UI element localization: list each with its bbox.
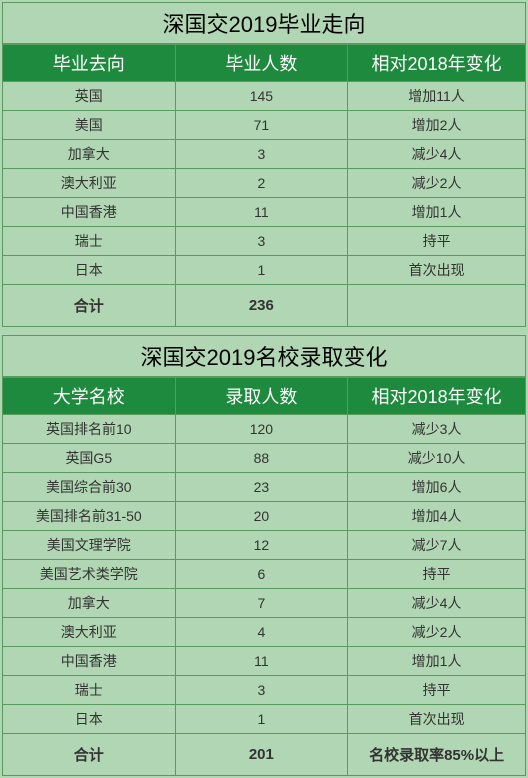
- table1-cell: 美国: [3, 111, 176, 140]
- table2-cell: 持平: [348, 676, 526, 705]
- table2-cell: 减少4人: [348, 589, 526, 618]
- table2-cell: 88: [175, 444, 348, 473]
- table2-cell: 3: [175, 676, 348, 705]
- table2-row: 美国排名前31-5020增加4人: [3, 502, 526, 531]
- table2-cell: 减少2人: [348, 618, 526, 647]
- table2-body: 英国排名前10120减少3人英国G588减少10人美国综合前3023增加6人美国…: [3, 415, 526, 734]
- table1-row: 澳大利亚2减少2人: [3, 169, 526, 198]
- table1-cell: 3: [175, 140, 348, 169]
- table2-cell: 首次出现: [348, 705, 526, 734]
- table2: 大学名校 录取人数 相对2018年变化 英国排名前10120减少3人英国G588…: [2, 377, 526, 776]
- table1-total-2: [348, 285, 526, 327]
- table1-row: 瑞士3持平: [3, 227, 526, 256]
- table2-cell: 减少7人: [348, 531, 526, 560]
- table2-cell: 减少3人: [348, 415, 526, 444]
- table1-cell: 中国香港: [3, 198, 176, 227]
- table2-header-0: 大学名校: [3, 378, 176, 415]
- table1-body: 英国145增加11人美国71增加2人加拿大3减少4人澳大利亚2减少2人中国香港1…: [3, 82, 526, 285]
- table1-block: 深国交2019毕业走向 毕业去向 毕业人数 相对2018年变化 英国145增加1…: [2, 2, 526, 327]
- table1-row: 日本1首次出现: [3, 256, 526, 285]
- table2-block: 深国交2019名校录取变化 大学名校 录取人数 相对2018年变化 英国排名前1…: [2, 335, 526, 776]
- table1: 毕业去向 毕业人数 相对2018年变化 英国145增加11人美国71增加2人加拿…: [2, 44, 526, 327]
- table2-row: 英国排名前10120减少3人: [3, 415, 526, 444]
- table2-row: 英国G588减少10人: [3, 444, 526, 473]
- table2-cell: 美国排名前31-50: [3, 502, 176, 531]
- table1-cell: 减少2人: [348, 169, 526, 198]
- table1-cell: 增加11人: [348, 82, 526, 111]
- table1-cell: 澳大利亚: [3, 169, 176, 198]
- table2-total-2: 名校录取率85%以上: [348, 734, 526, 776]
- table1-title: 深国交2019毕业走向: [2, 2, 526, 44]
- table2-cell: 12: [175, 531, 348, 560]
- table2-cell: 1: [175, 705, 348, 734]
- table2-row: 日本1首次出现: [3, 705, 526, 734]
- table2-title: 深国交2019名校录取变化: [2, 335, 526, 377]
- table2-cell: 瑞士: [3, 676, 176, 705]
- table1-header-1: 毕业人数: [175, 45, 348, 82]
- table1-total-0: 合计: [3, 285, 176, 327]
- table2-cell: 增加4人: [348, 502, 526, 531]
- table1-header-row: 毕业去向 毕业人数 相对2018年变化: [3, 45, 526, 82]
- table1-cell: 增加1人: [348, 198, 526, 227]
- table1-row: 加拿大3减少4人: [3, 140, 526, 169]
- table1-cell: 首次出现: [348, 256, 526, 285]
- table2-cell: 增加1人: [348, 647, 526, 676]
- table2-cell: 120: [175, 415, 348, 444]
- table1-header-0: 毕业去向: [3, 45, 176, 82]
- table1-cell: 2: [175, 169, 348, 198]
- table2-header-row: 大学名校 录取人数 相对2018年变化: [3, 378, 526, 415]
- table2-row: 美国综合前3023增加6人: [3, 473, 526, 502]
- table2-cell: 美国综合前30: [3, 473, 176, 502]
- table1-cell: 145: [175, 82, 348, 111]
- table1-total-row: 合计 236: [3, 285, 526, 327]
- table2-row: 美国艺术类学院6持平: [3, 560, 526, 589]
- table2-row: 中国香港11增加1人: [3, 647, 526, 676]
- table2-cell: 6: [175, 560, 348, 589]
- table2-cell: 加拿大: [3, 589, 176, 618]
- table2-cell: 减少10人: [348, 444, 526, 473]
- table1-cell: 11: [175, 198, 348, 227]
- table2-cell: 英国排名前10: [3, 415, 176, 444]
- table2-cell: 23: [175, 473, 348, 502]
- table2-total-1: 201: [175, 734, 348, 776]
- table1-row: 英国145增加11人: [3, 82, 526, 111]
- table2-header-1: 录取人数: [175, 378, 348, 415]
- table1-total-1: 236: [175, 285, 348, 327]
- table2-row: 加拿大7减少4人: [3, 589, 526, 618]
- table2-cell: 7: [175, 589, 348, 618]
- table2-cell: 日本: [3, 705, 176, 734]
- table1-cell: 1: [175, 256, 348, 285]
- table1-cell: 持平: [348, 227, 526, 256]
- table2-cell: 美国文理学院: [3, 531, 176, 560]
- table1-row: 美国71增加2人: [3, 111, 526, 140]
- table1-cell: 英国: [3, 82, 176, 111]
- table1-row: 中国香港11增加1人: [3, 198, 526, 227]
- table1-cell: 3: [175, 227, 348, 256]
- table2-cell: 中国香港: [3, 647, 176, 676]
- table2-header-2: 相对2018年变化: [348, 378, 526, 415]
- table1-header-2: 相对2018年变化: [348, 45, 526, 82]
- table2-cell: 持平: [348, 560, 526, 589]
- table2-row: 美国文理学院12减少7人: [3, 531, 526, 560]
- table1-cell: 减少4人: [348, 140, 526, 169]
- table2-cell: 11: [175, 647, 348, 676]
- table1-cell: 71: [175, 111, 348, 140]
- table2-cell: 增加6人: [348, 473, 526, 502]
- table1-cell: 加拿大: [3, 140, 176, 169]
- table2-cell: 英国G5: [3, 444, 176, 473]
- table2-cell: 4: [175, 618, 348, 647]
- table2-cell: 美国艺术类学院: [3, 560, 176, 589]
- table1-cell: 瑞士: [3, 227, 176, 256]
- table2-row: 瑞士3持平: [3, 676, 526, 705]
- table2-cell: 20: [175, 502, 348, 531]
- table2-row: 澳大利亚4减少2人: [3, 618, 526, 647]
- table2-total-0: 合计: [3, 734, 176, 776]
- table2-cell: 澳大利亚: [3, 618, 176, 647]
- table2-total-row: 合计 201 名校录取率85%以上: [3, 734, 526, 776]
- table1-cell: 增加2人: [348, 111, 526, 140]
- table1-cell: 日本: [3, 256, 176, 285]
